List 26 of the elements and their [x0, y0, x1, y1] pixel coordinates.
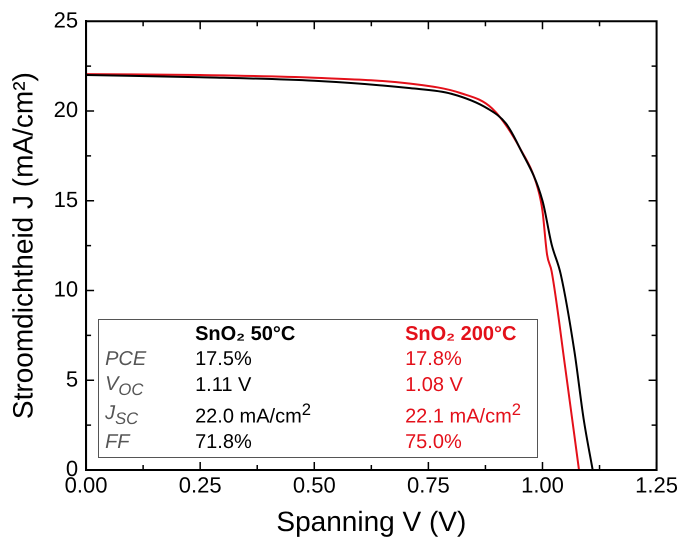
- annotation: 17.5%: [195, 346, 253, 372]
- x-tick-label: 0.50: [292, 472, 336, 498]
- annotation: 17.8%: [405, 346, 463, 372]
- annotation: FF: [105, 430, 132, 455]
- x-tick-label: 0.75: [406, 472, 450, 498]
- x-axis-title: Spanning V (V): [276, 506, 466, 537]
- x-tick-label: 1.25: [635, 472, 678, 498]
- annotation: PCE: [105, 346, 148, 372]
- y-axis-title: Stroomdichtheid J (mA/cm²): [8, 72, 39, 420]
- annotation: 22.1 mA/cm$^{2}$: [405, 400, 522, 430]
- y-tick-label: 10: [54, 276, 78, 302]
- annotation: 75.0%: [405, 430, 463, 455]
- annotation: 1.08 V: [405, 373, 464, 398]
- text: SnO₂ 200°C: [405, 322, 518, 347]
- annotation: 22.0 mA/cm$^{2}$: [195, 400, 312, 430]
- annotation: 71.8%: [195, 430, 253, 455]
- x-tick-label: 1.00: [521, 472, 564, 498]
- x-tick-label: 0.25: [178, 472, 222, 498]
- y-tick-label: 20: [54, 97, 78, 122]
- annotation: J$_{SC}$: [105, 400, 140, 430]
- y-tick-label: 25: [54, 7, 78, 32]
- y-tick-label: 15: [54, 186, 78, 212]
- annotation: V$_{OC}$: [105, 372, 144, 400]
- annotation: 1.11 V: [195, 373, 252, 398]
- y-tick-label: 5: [66, 366, 78, 392]
- text: SnO₂ 50°C: [195, 322, 296, 347]
